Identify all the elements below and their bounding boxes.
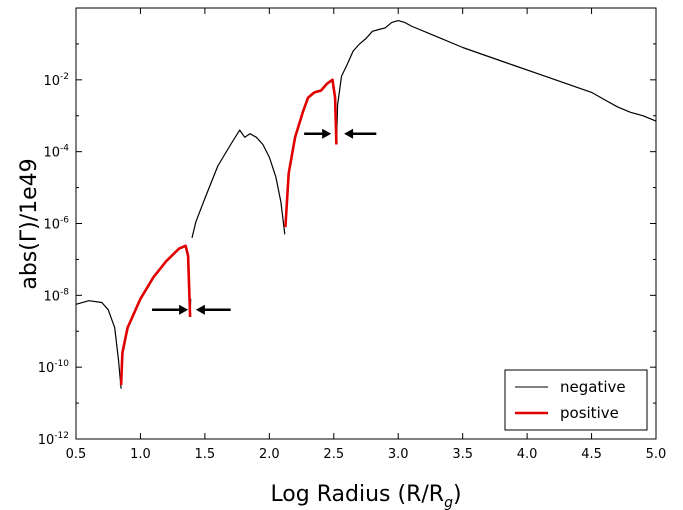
y-tick-label-5: 10-2 — [43, 72, 69, 89]
x-tick-label-9: 5.0 — [646, 447, 667, 462]
legend-box — [504, 369, 648, 431]
series-negative-segment-0 — [75, 300, 122, 389]
annotation-0-right-arrow-head — [195, 304, 205, 315]
x-tick-label-8: 4.5 — [581, 447, 602, 462]
series-positive-segment-1 — [284, 78, 338, 228]
annotation-1-left-arrow-head — [322, 128, 332, 139]
annotation-1-right-arrow-head — [344, 128, 354, 139]
x-tick-label-4: 2.5 — [323, 447, 344, 462]
annotation-0-left-arrow-head — [179, 304, 189, 315]
x-tick-label-5: 3.0 — [388, 447, 409, 462]
plot-content — [75, 20, 657, 389]
x-axis-title: Log Radius (R/Rg) — [270, 482, 461, 510]
series-negative-segment-2 — [191, 129, 286, 239]
x-tick-label-6: 3.5 — [452, 447, 473, 462]
tick-labels: 0.5 1.0 1.5 2.0 2.5 3.0 3.5 4.0 4.5 5.0 10-12 10-10… — [38, 72, 667, 462]
y-tick-label-1: 10-10 — [38, 359, 70, 376]
x-tick-label-3: 2.0 — [259, 447, 280, 462]
legend-negative-label: negative — [560, 378, 626, 396]
x-tick-label-7: 4.0 — [517, 447, 538, 462]
plot-frame — [75, 7, 657, 440]
legend-positive-label: positive — [560, 404, 619, 422]
y-tick-label-0: 10-12 — [38, 431, 69, 448]
series-positive-segment-0 — [119, 244, 192, 386]
x-tick-label-0: 0.5 — [66, 447, 87, 462]
y-axis-title: abs(Γ)/1e49 — [17, 158, 42, 289]
y-tick-label-3: 10-6 — [43, 216, 69, 233]
x-tick-label-2: 1.5 — [195, 447, 216, 462]
y-tick-label-4: 10-4 — [43, 144, 69, 161]
x-tick-label-1: 1.0 — [130, 447, 151, 462]
y-tick-label-2: 10-8 — [43, 287, 69, 304]
legend: negative positive — [504, 369, 648, 431]
series-negative-segment-3 — [335, 20, 657, 145]
